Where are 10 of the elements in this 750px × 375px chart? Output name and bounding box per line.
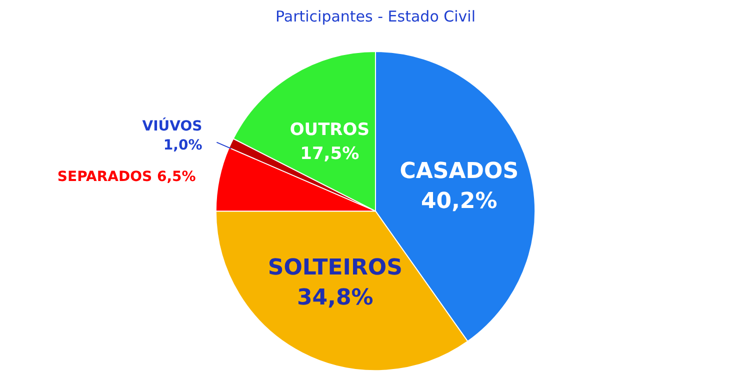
slice-label: SOLTEIROS	[268, 255, 402, 280]
data-label: 40,2%	[420, 189, 498, 214]
slice-label: CASADOS	[400, 159, 519, 184]
data-label: 17,5%	[300, 144, 360, 164]
slice-label: SEPARADOS 6,5%	[57, 168, 196, 185]
chart-title: Participantes - Estado Civil	[276, 8, 476, 26]
data-label: 1,0%	[163, 138, 202, 154]
data-label: 34,8%	[297, 285, 374, 310]
slice-label: VIÚVOS	[142, 117, 202, 134]
slice-label: OUTROS	[290, 120, 370, 140]
